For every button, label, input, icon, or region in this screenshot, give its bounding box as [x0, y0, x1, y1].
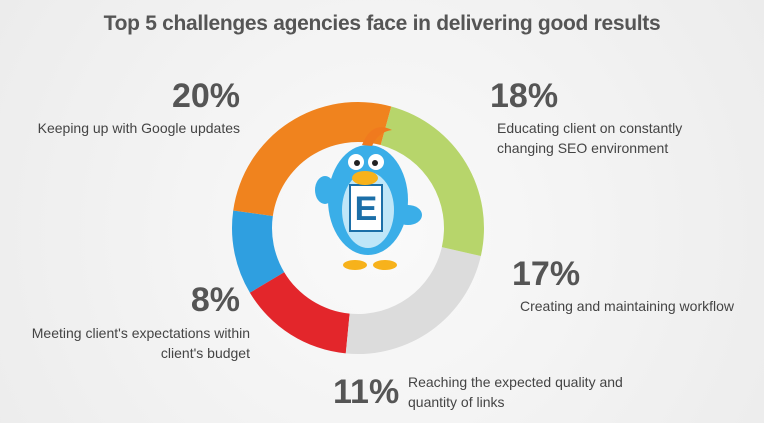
category-label: Keeping up with Google updates: [37, 120, 240, 136]
value-label: 8%: [190, 281, 240, 319]
donut-segment: [233, 101, 392, 217]
value-label: 17%: [512, 255, 581, 293]
value-label: 11%: [333, 373, 400, 411]
category-label: Reaching the expected quality and quanti…: [408, 374, 623, 410]
category-label: Creating and maintaining workflow: [520, 298, 734, 314]
mascot: E: [315, 127, 422, 270]
value-label: 18%: [490, 77, 559, 115]
donut-segment: [249, 272, 350, 354]
category-label: Meeting client's expectations within cli…: [31, 325, 250, 361]
donut-segment: [232, 210, 285, 293]
category-label: Educating client on constantly changing …: [497, 120, 683, 156]
chart-title: Top 5 challenges agencies face in delive…: [103, 12, 661, 35]
donut-segment: [345, 247, 481, 354]
donut-segment: [380, 106, 484, 257]
svg-text:E: E: [355, 190, 378, 228]
value-label: 20%: [171, 77, 240, 115]
